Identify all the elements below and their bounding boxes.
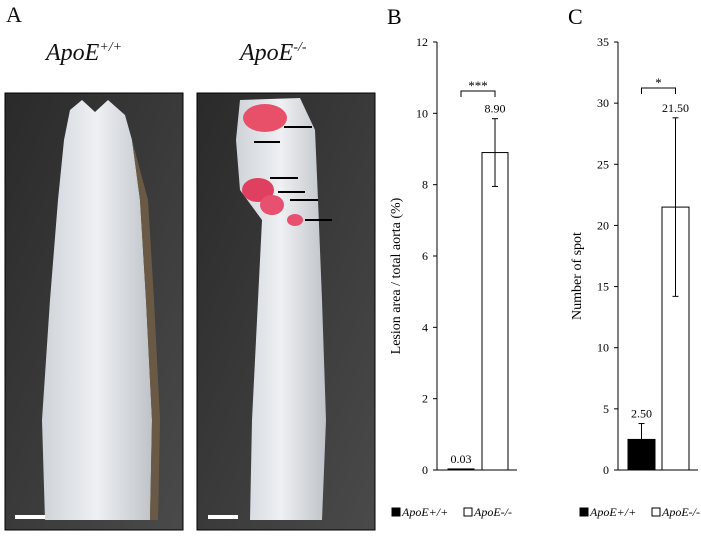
significance-marker: *** xyxy=(468,78,488,93)
wildtype-label-base: ApoE xyxy=(46,40,100,66)
legend-label: ApoE+/+ xyxy=(589,505,636,519)
legend-swatch xyxy=(651,507,661,517)
wildtype-aorta-photo xyxy=(4,92,184,531)
knockout-aorta-photo xyxy=(196,92,376,531)
y-tick-label: 8 xyxy=(422,178,428,192)
y-tick-label: 20 xyxy=(597,218,609,232)
wildtype-label: ApoE+/+ xyxy=(46,40,122,67)
y-tick-label: 0 xyxy=(603,463,609,477)
legend-label: ApoE+/+ xyxy=(401,505,448,519)
panel-letter: C xyxy=(568,4,583,29)
y-tick-label: 6 xyxy=(422,249,428,263)
significance-marker: * xyxy=(655,75,662,90)
panel-letter: B xyxy=(387,4,402,29)
y-tick-label: 15 xyxy=(597,280,609,294)
bar-ApoE+/+ xyxy=(447,468,475,471)
legend-label: ApoE-/- xyxy=(661,505,700,519)
legend-swatch xyxy=(463,507,473,517)
y-tick-label: 0 xyxy=(422,463,428,477)
legend-label: ApoE-/- xyxy=(473,505,512,519)
knockout-label-sup: -/- xyxy=(293,40,307,55)
legend-swatch xyxy=(579,507,589,517)
y-tick-label: 10 xyxy=(597,341,609,355)
aorta-photos xyxy=(4,92,376,531)
y-tick-label: 2 xyxy=(422,392,428,406)
value-label: 2.50 xyxy=(631,407,652,421)
y-tick-label: 30 xyxy=(597,96,609,110)
y-tick-label: 5 xyxy=(603,402,609,416)
significance-bracket xyxy=(641,87,676,94)
y-axis-label: Number of spot xyxy=(570,232,585,320)
knockout-label-base: ApoE xyxy=(240,40,294,66)
lesion-arrows xyxy=(254,126,332,221)
y-tick-label: 10 xyxy=(416,106,428,120)
scale-bar xyxy=(208,515,238,519)
value-label: 0.03 xyxy=(451,452,472,466)
bar-charts: B 0 2 4 6 8 10 12 Lesion area / total aorta (%) 0… xyxy=(387,4,700,519)
scale-bar xyxy=(15,515,45,519)
knockout-label: ApoE-/- xyxy=(240,40,307,67)
wildtype-label-sup: +/+ xyxy=(99,40,123,55)
y-tick-label: 35 xyxy=(597,35,609,49)
y-tick-label: 12 xyxy=(416,35,428,49)
panel-a-letter: A xyxy=(6,2,22,27)
y-tick-label: 25 xyxy=(597,157,609,171)
value-label: 21.50 xyxy=(662,101,689,115)
significance-bracket xyxy=(460,90,496,97)
y-axis-label: Lesion area / total aorta (%) xyxy=(389,197,404,354)
legend-swatch xyxy=(391,507,401,517)
y-tick-label: 4 xyxy=(422,320,428,334)
bar-ApoE-/- xyxy=(481,152,509,471)
value-label: 8.90 xyxy=(485,102,506,116)
